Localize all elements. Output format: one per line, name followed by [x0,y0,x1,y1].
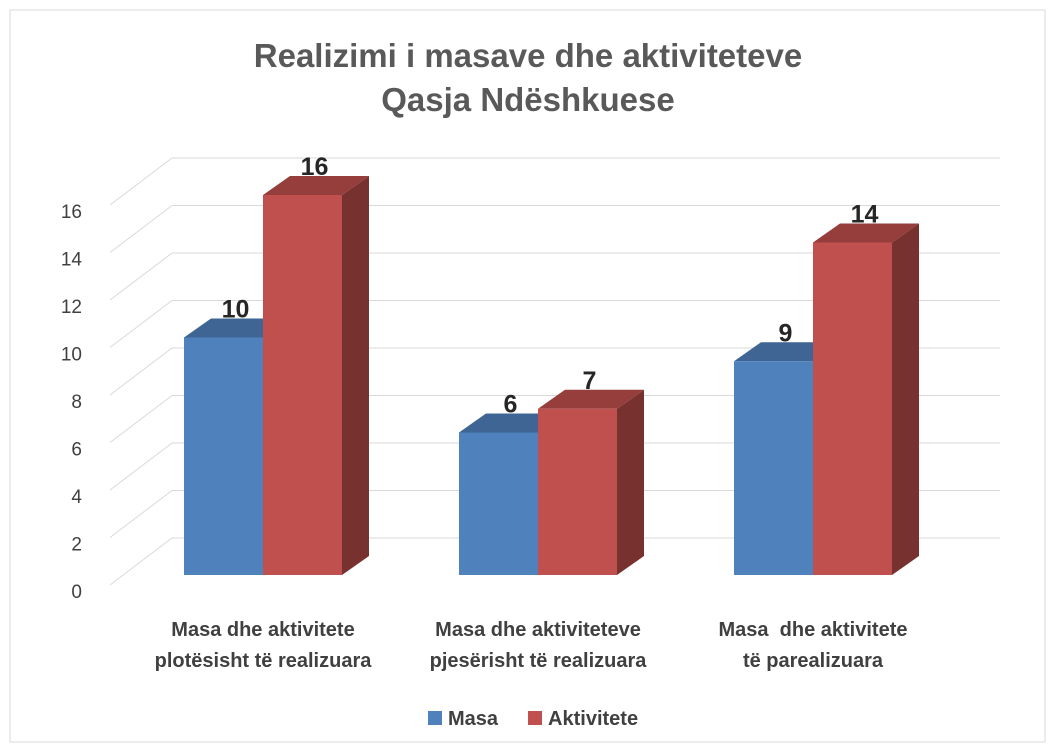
y-tick-label: 12 [61,297,82,318]
y-tick-label: 4 [71,487,82,508]
x-tick-label: Masa dhe aktiviteteve pjesërisht të real… [429,619,647,672]
y-tick-label: 16 [61,202,82,223]
legend-swatch [428,711,442,725]
bar [734,361,813,575]
bar-side [892,223,919,575]
y-tick-label: 10 [61,345,82,366]
x-tick-label: Masa dhe aktivitete plotësisht të realiz… [154,619,372,672]
grid-line-side [109,205,173,253]
bar-top [263,176,369,195]
bar-top [538,389,644,409]
y-tick-label: 0 [71,582,82,603]
grid-line-side [109,157,173,206]
bar-top [813,223,919,243]
legend-label: Aktivitete [548,708,638,730]
bar [813,242,892,575]
y-tick-label: 14 [61,250,83,271]
data-label: 6 [504,391,518,419]
bar [263,195,342,575]
bar [184,337,263,575]
y-tick-label: 2 [71,535,82,556]
grid-line-side [109,347,173,396]
bar [459,432,538,575]
grid-line-side [109,537,173,586]
y-tick-label: 6 [71,440,82,461]
grid-line-side [109,490,173,538]
x-tick-label: Masa dhe aktivitete të parealizuara [718,619,908,672]
data-label: 9 [779,319,793,347]
bar [538,408,617,575]
bar-side [342,176,369,575]
chart-title: Realizimi i masave dhe aktiviteteve Qasj… [253,37,803,118]
data-label: 10 [222,296,250,324]
data-label: 16 [301,153,329,181]
grid-line-side [109,395,173,443]
bar-side [617,389,644,575]
grid-line-side [109,442,173,491]
grid-line-side [109,252,173,301]
data-label: 7 [583,367,597,395]
y-tick-label: 8 [71,392,82,413]
legend-swatch [528,711,543,725]
grid-line-side [109,300,173,348]
legend-label: Masa [448,708,499,730]
data-label: 14 [851,201,879,229]
